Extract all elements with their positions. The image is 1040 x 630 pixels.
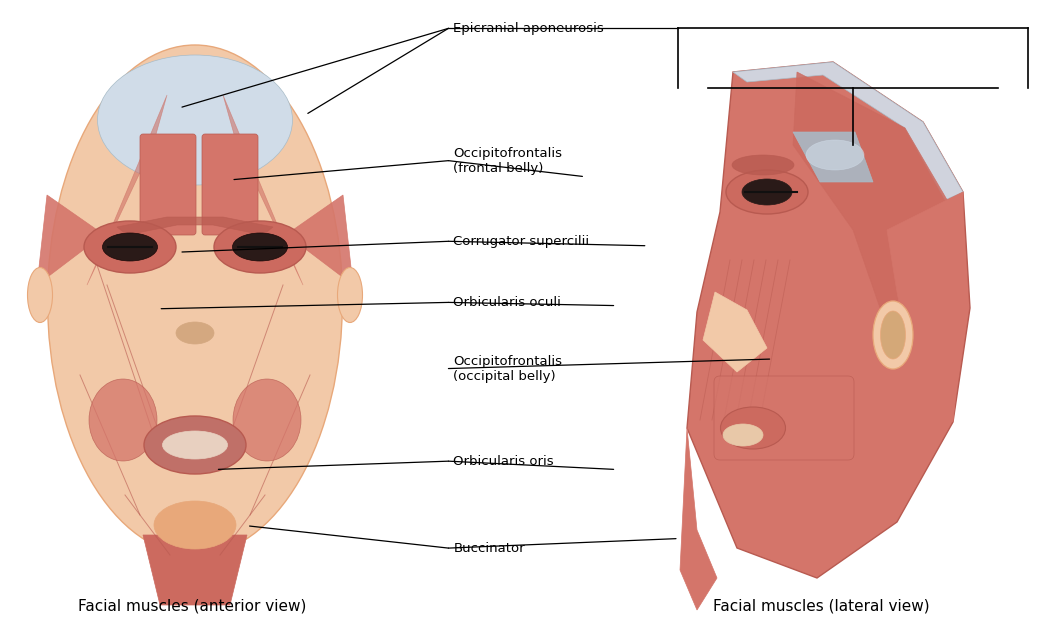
Ellipse shape [233, 379, 301, 461]
Ellipse shape [732, 155, 794, 175]
Text: Facial muscles (lateral view): Facial muscles (lateral view) [713, 598, 930, 614]
Ellipse shape [103, 233, 157, 261]
Ellipse shape [806, 140, 864, 170]
Polygon shape [794, 72, 960, 328]
Polygon shape [680, 428, 717, 610]
Ellipse shape [48, 45, 342, 555]
Ellipse shape [98, 55, 292, 185]
Polygon shape [887, 192, 963, 422]
Text: Occipitofrontalis
(frontal belly): Occipitofrontalis (frontal belly) [453, 147, 563, 175]
Polygon shape [257, 195, 353, 285]
Text: Orbicularis oculi: Orbicularis oculi [453, 296, 562, 309]
Text: Epicranial aponeurosis: Epicranial aponeurosis [453, 22, 604, 35]
Ellipse shape [742, 179, 792, 205]
Ellipse shape [233, 233, 287, 261]
Text: Corrugator supercilii: Corrugator supercilii [453, 235, 590, 248]
Ellipse shape [723, 424, 763, 446]
FancyBboxPatch shape [140, 134, 196, 235]
Polygon shape [144, 535, 248, 605]
Ellipse shape [214, 221, 306, 273]
Polygon shape [794, 132, 873, 182]
Ellipse shape [162, 431, 228, 459]
Polygon shape [223, 95, 303, 285]
Polygon shape [116, 217, 272, 235]
Text: Occipitofrontalis
(occipital belly): Occipitofrontalis (occipital belly) [453, 355, 563, 382]
Ellipse shape [154, 501, 236, 549]
Text: Facial muscles (anterior view): Facial muscles (anterior view) [78, 598, 307, 614]
Ellipse shape [144, 416, 246, 474]
Ellipse shape [721, 407, 785, 449]
FancyBboxPatch shape [714, 376, 854, 460]
Polygon shape [733, 62, 963, 200]
Polygon shape [87, 95, 167, 285]
Text: Orbicularis oris: Orbicularis oris [453, 455, 554, 467]
FancyBboxPatch shape [202, 134, 258, 235]
Ellipse shape [84, 221, 176, 273]
Ellipse shape [338, 268, 363, 323]
Ellipse shape [873, 301, 913, 369]
Ellipse shape [726, 170, 808, 214]
Polygon shape [687, 62, 970, 578]
Ellipse shape [176, 322, 214, 344]
Polygon shape [703, 292, 768, 372]
Text: Buccinator: Buccinator [453, 542, 525, 554]
Polygon shape [37, 195, 133, 285]
Polygon shape [173, 277, 217, 340]
Ellipse shape [27, 268, 52, 323]
Ellipse shape [89, 379, 157, 461]
Ellipse shape [881, 311, 906, 359]
